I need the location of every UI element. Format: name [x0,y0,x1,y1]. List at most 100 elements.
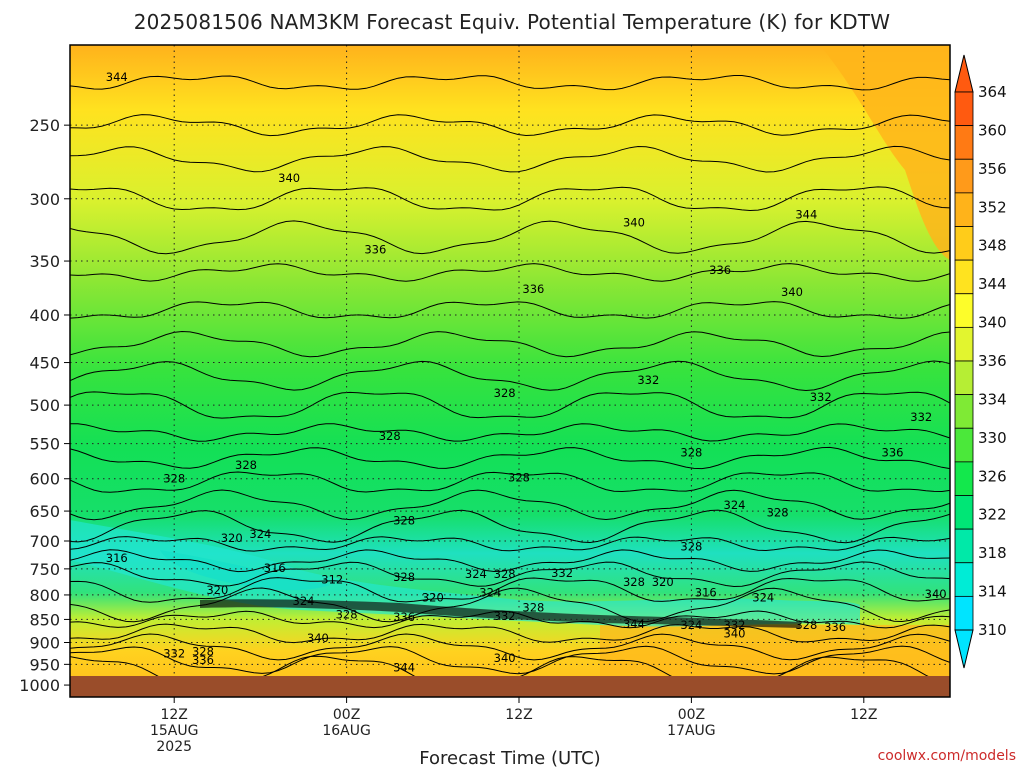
contour-label: 332 [163,647,185,661]
contour-label: 320 [422,590,444,604]
colorbar-segment [954,495,974,530]
contour-label: 324 [680,618,702,632]
contour-line [70,549,950,573]
y-tick-label: 550 [29,435,60,454]
colorbar-min-arrow [954,629,974,669]
contour-label: 316 [106,551,128,565]
contour-line [70,446,950,470]
contour-label: 328 [494,567,516,581]
y-tick-label: 950 [29,655,60,674]
contour-label: 328 [163,472,185,486]
contour-label: 340 [781,285,803,299]
contour-label: 336 [882,445,904,459]
colorbar-tick-label: 364 [978,83,1007,101]
contour-label: 332 [494,609,516,623]
colorbar-segment [954,226,974,261]
contour-line [70,536,950,552]
x-axis-label: Forecast Time (UTC) [419,748,600,768]
colorbar-tick-label: 352 [978,198,1007,216]
colorbar-segment [954,528,974,564]
contour-label: 320 [206,583,228,597]
contour-line [70,577,950,603]
contour-label: 324 [724,498,746,512]
colorbar-max-arrow [954,54,974,93]
ground-strip [70,676,950,697]
x-tick-label-line1: 00Z [333,707,360,723]
contour-label: 336 [393,610,415,624]
colorbar-segment [954,562,974,597]
colorbar-segment [954,360,974,396]
contour-label: 332 [551,566,573,580]
contour-label: 316 [264,561,286,575]
colorbar-tick-label: 314 [978,583,1007,601]
contour-label: 336 [709,263,731,277]
contour-line [70,263,950,282]
x-tick-label-line2: 15AUG [150,723,199,739]
y-axis-ticks: 250 300 350 400 450 500 550 600 650 700 750 800 850 9… [19,116,70,695]
contour-line [70,360,950,392]
contour-label: 332 [637,373,659,387]
colorbar-tick-label: 340 [978,314,1007,332]
contour-label: 340 [724,626,746,640]
contour-line [70,645,950,675]
x-tick-label-line1: 00Z [678,707,705,723]
contour-label: 320 [652,575,674,589]
colorbar-tick-label: 360 [978,121,1007,139]
colorbar-segment [954,259,974,295]
y-tick-label: 250 [29,116,60,135]
x-tick-label-line1: 12Z [160,707,187,723]
contour-label: 328 [393,570,415,584]
x-tick-label-line1: 12Z [850,707,877,723]
contour-label: 340 [623,215,645,229]
contour-line [70,145,950,173]
y-tick-label: 500 [29,396,60,415]
colorbar-tick-label: 326 [978,467,1007,485]
colorbar-tick-label: 322 [978,506,1007,524]
contour-label: 344 [795,208,817,222]
contour-label: 328 [680,445,702,459]
colorbar-segment [954,461,974,496]
colorbar-segment [954,293,974,328]
y-tick-label: 850 [29,610,60,629]
y-tick-label: 650 [29,502,60,521]
contour-line [70,587,950,623]
colorbar-tick-label: 356 [978,160,1007,178]
y-tick-label: 900 [29,634,60,653]
contour-label: 320 [221,531,243,545]
contour-line [70,114,950,137]
contour-line [70,330,950,358]
contour-label: 344 [106,70,128,84]
colorbar-segment [954,192,974,227]
contour-label: 312 [321,572,343,586]
y-tick-label: 700 [29,532,60,551]
contour-line [70,186,950,212]
contour-label: 336 [364,242,386,256]
colorbar-segment [954,158,974,194]
contour-label: 328 [336,608,358,622]
contour-line [70,220,950,255]
contour-label: 328 [379,429,401,443]
colorbar-tick-label: 318 [978,544,1007,562]
contour-label: 340 [494,651,516,665]
contour-line [70,610,950,629]
contour-label: 344 [623,617,645,631]
contour-line [70,561,950,588]
colorbar-segment [954,125,974,160]
contour-line [70,509,950,544]
contour-label: 332 [810,390,832,404]
y-tick-label: 300 [29,190,60,209]
colorbar: 310 314 318 322 326 330 334 336 340 344 348 352 356 3… [954,54,1007,669]
colorbar-segment [954,326,974,362]
contour-label: 324 [249,527,271,541]
contour-label: 340 [307,631,329,645]
teal-core [160,550,330,591]
contour-line [70,623,950,644]
upper-right-warm-patch [820,45,950,260]
contour-line [70,471,950,493]
contour-line [70,633,950,661]
contour-label: 328 [623,575,645,589]
contour-labels: 344 340 336 340 336 344 336 340 332 328 328 328 328 3… [106,70,947,675]
contour-label: 336 [192,653,214,667]
chart-title: 2025081506 NAM3KM Forecast Equiv. Potent… [134,10,891,34]
